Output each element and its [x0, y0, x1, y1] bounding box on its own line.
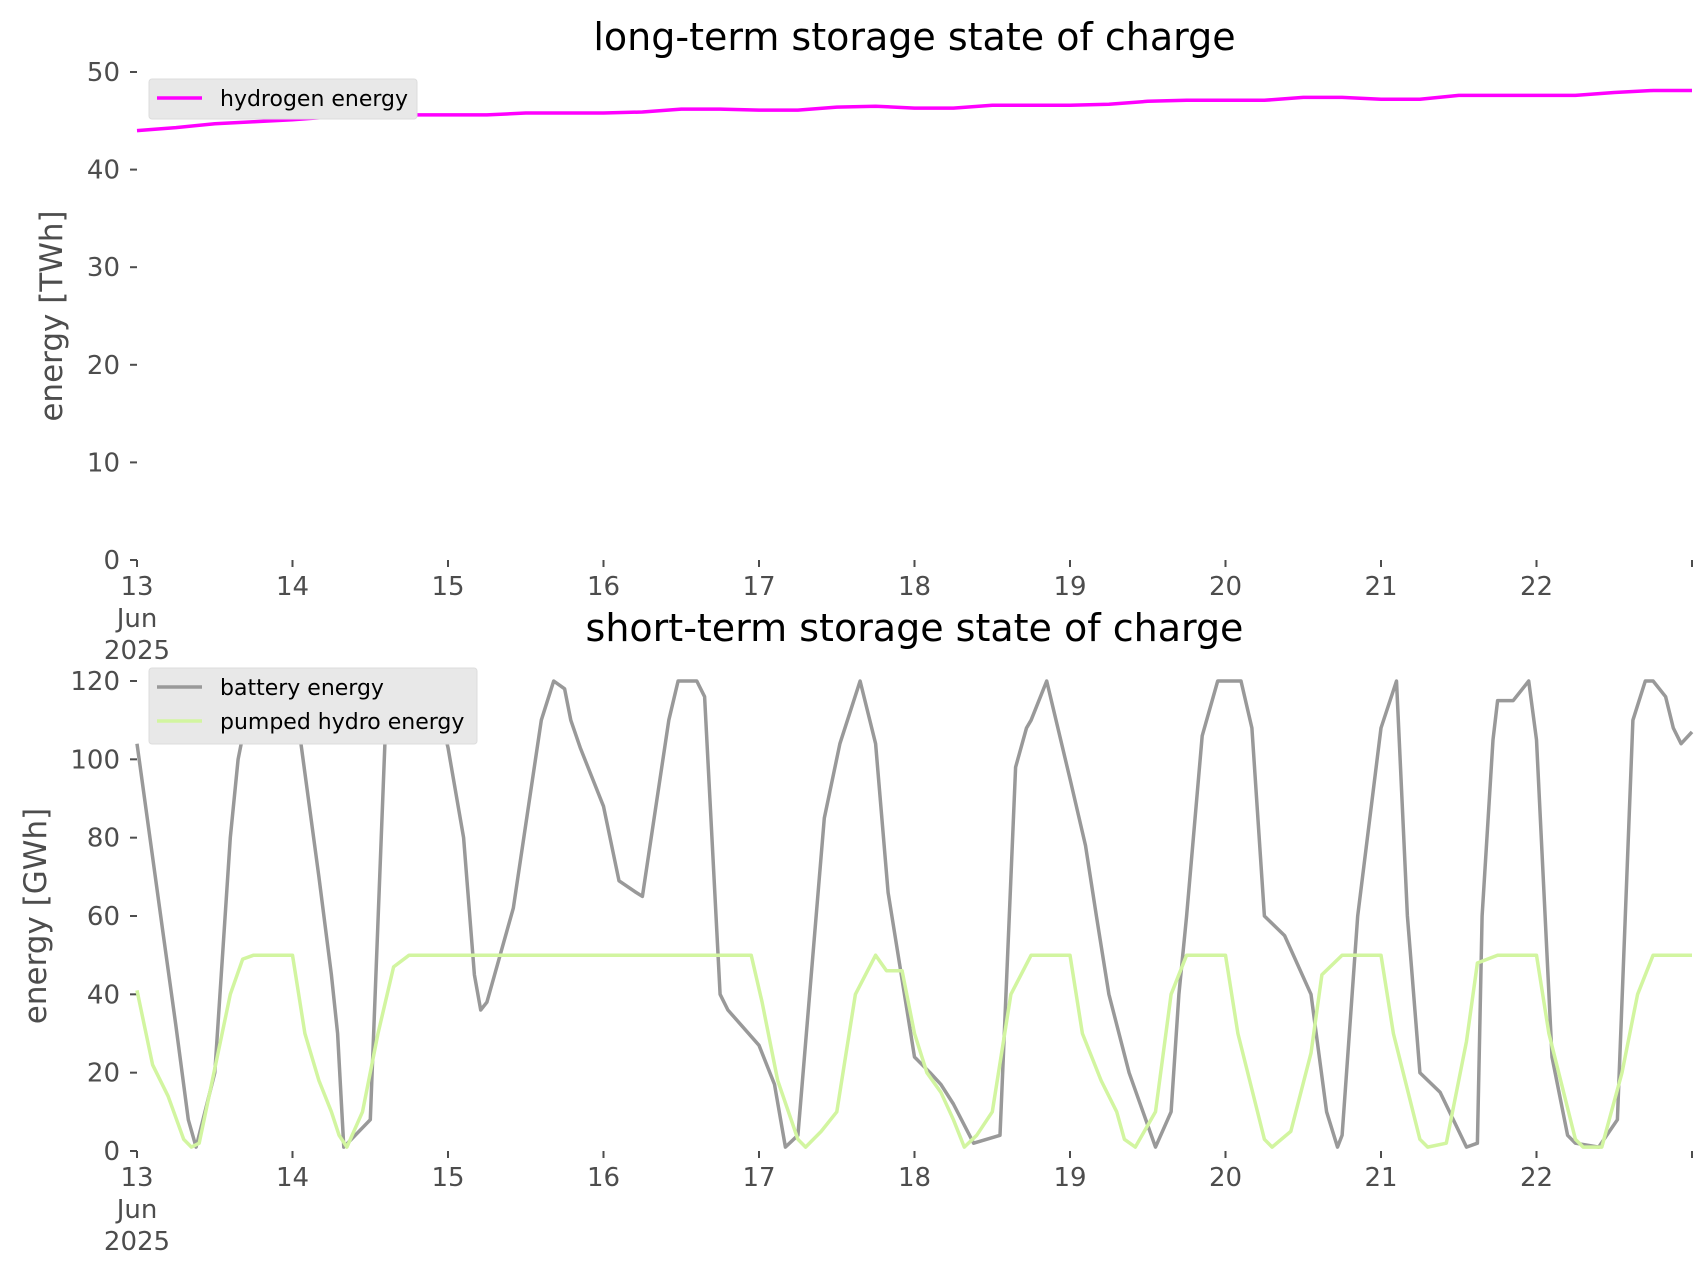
y-tick-label: 120 [70, 667, 120, 697]
x-tick-label: 13 [120, 572, 153, 602]
y-tick-label: 20 [87, 1059, 120, 1089]
x-tick-label: 17 [742, 1163, 775, 1193]
series-line-pumped-hydro-energy [135, 953, 1692, 1149]
x-tick-label: 16 [587, 1163, 620, 1193]
x-tick-label: 19 [1053, 1163, 1086, 1193]
x-tick-label: 20 [1209, 572, 1242, 602]
legend-label: battery energy [220, 676, 384, 701]
chart-title: short-term storage state of charge [586, 606, 1244, 650]
y-tick-label: 0 [103, 546, 120, 576]
y-tick-label: 80 [87, 824, 120, 854]
x-tick-label: 2025 [104, 1227, 170, 1257]
chart-panel-2: short-term storage state of charge energy… [18, 606, 1694, 1257]
y-tick-label: 50 [87, 58, 120, 88]
x-tick-label: 22 [1520, 572, 1553, 602]
x-tick-label: 14 [276, 572, 309, 602]
x-tick-label: 16 [587, 572, 620, 602]
x-tick-label: 15 [431, 572, 464, 602]
y-tick-label: 60 [87, 902, 120, 932]
chart-title: long-term storage state of charge [593, 15, 1235, 59]
x-tick-label: 18 [898, 1163, 931, 1193]
y-tick-label: 40 [87, 156, 120, 186]
x-tick-label: Jun [115, 604, 158, 634]
x-tick-label: 20 [1209, 1163, 1242, 1193]
x-tick-label: 13 [120, 1163, 153, 1193]
legend: hydrogen energy [148, 78, 418, 120]
legend: battery energy pumped hydro energy [148, 667, 478, 745]
y-tick-label: 30 [87, 253, 120, 283]
x-tick-label: 17 [742, 572, 775, 602]
y-tick-label: 100 [70, 745, 120, 775]
x-tick-label: 18 [898, 572, 931, 602]
x-tick-label: 21 [1364, 1163, 1397, 1193]
x-tick-label: 21 [1364, 572, 1397, 602]
y-axis-label: energy [TWh] [34, 210, 70, 421]
y-tick-label: 0 [103, 1137, 120, 1167]
y-tick-label: 20 [87, 351, 120, 381]
x-tick-label: Jun [115, 1195, 158, 1225]
x-tick-label: 19 [1053, 572, 1086, 602]
y-tick-label: 40 [87, 980, 120, 1010]
legend-label: hydrogen energy [220, 87, 408, 112]
y-axis-label: energy [GWh] [18, 808, 54, 1024]
legend-box [148, 667, 478, 745]
legend-label: pumped hydro energy [220, 710, 464, 735]
y-tick-label: 10 [87, 448, 120, 478]
chart-panel-1: long-term storage state of charge energy … [34, 15, 1693, 666]
x-tick-label: 2025 [104, 636, 170, 666]
legend-box [148, 78, 418, 120]
x-tick-label: 14 [276, 1163, 309, 1193]
x-tick-label: 15 [431, 1163, 464, 1193]
x-tick-label: 22 [1520, 1163, 1553, 1193]
